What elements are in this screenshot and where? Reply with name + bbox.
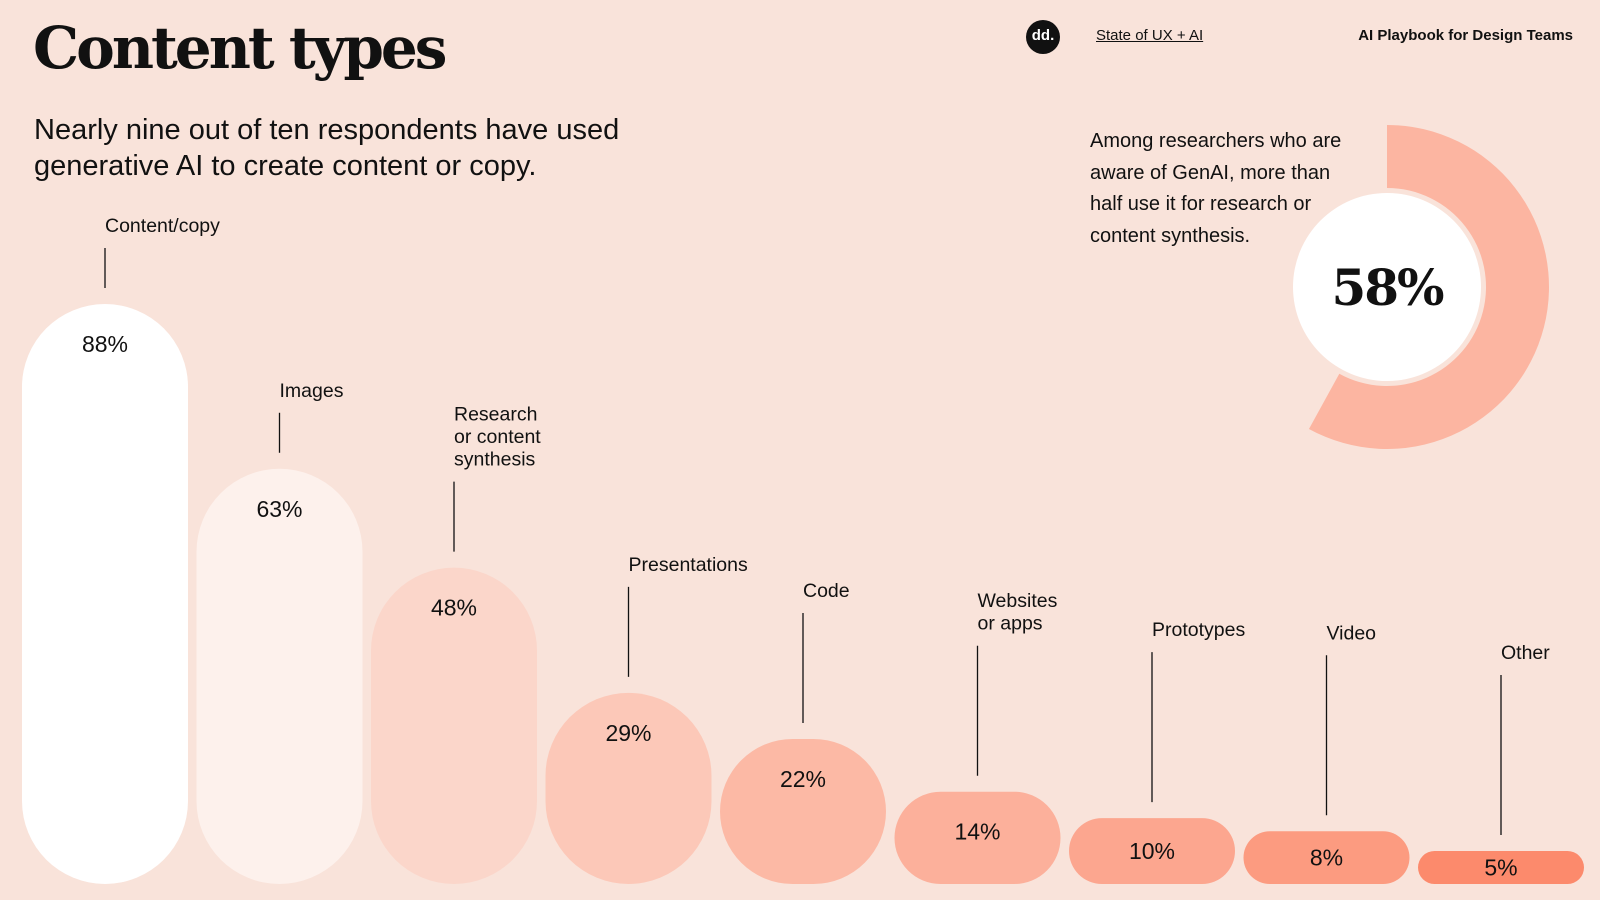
bar-label-code: Code — [803, 580, 850, 602]
bar-value-websites-or-apps: 14% — [954, 819, 1000, 845]
playbook-title: AI Playbook for Design Teams — [1358, 27, 1573, 44]
state-of-ux-ai-link[interactable]: State of UX + AI — [1096, 27, 1204, 44]
bar-label-content-copy: Content/copy — [105, 215, 220, 237]
bar-label-websites-or-apps: Websites or apps — [978, 590, 1058, 635]
bar-websites-or-apps — [894, 791, 1061, 884]
bar-label-prototypes: Prototypes — [1152, 619, 1245, 641]
page-subtitle: Nearly nine out of ten respondents have … — [34, 114, 620, 182]
donut-center — [1293, 193, 1481, 381]
bar-value-images: 63% — [256, 496, 302, 522]
bar-label-presentations: Presentations — [629, 554, 748, 576]
bar-video — [1243, 831, 1410, 884]
bar-label-images: Images — [280, 380, 344, 402]
bar-value-research-or-content-synthesis: 48% — [431, 595, 477, 621]
bar-value-code: 22% — [780, 766, 826, 792]
page-title: Content types — [33, 14, 447, 82]
bar-value-video: 8% — [1310, 845, 1343, 871]
bar-label-research-or-content-synthesis: Research or content synthesis — [454, 404, 541, 471]
bar-images — [196, 468, 363, 884]
bar-presentations — [545, 692, 712, 884]
bar-value-prototypes: 10% — [1129, 838, 1175, 864]
donut-arc — [1308, 125, 1550, 450]
bar-label-other: Other — [1501, 642, 1550, 664]
bar-label-video: Video — [1327, 622, 1377, 644]
brand-logo[interactable]: dd. — [1026, 20, 1060, 54]
bar-code — [720, 739, 886, 884]
bar-research-or-content-synthesis — [371, 567, 537, 884]
bar-value-presentations: 29% — [605, 720, 651, 746]
bar-content-copy — [22, 304, 188, 884]
donut-note: Among researchers who are aware of GenAI… — [1090, 130, 1342, 247]
bar-prototypes — [1069, 818, 1235, 884]
bar-value-content-copy: 88% — [82, 331, 128, 357]
donut-value: 58% — [1331, 258, 1444, 317]
bar-value-other: 5% — [1484, 855, 1517, 881]
bar-other — [1418, 851, 1584, 884]
